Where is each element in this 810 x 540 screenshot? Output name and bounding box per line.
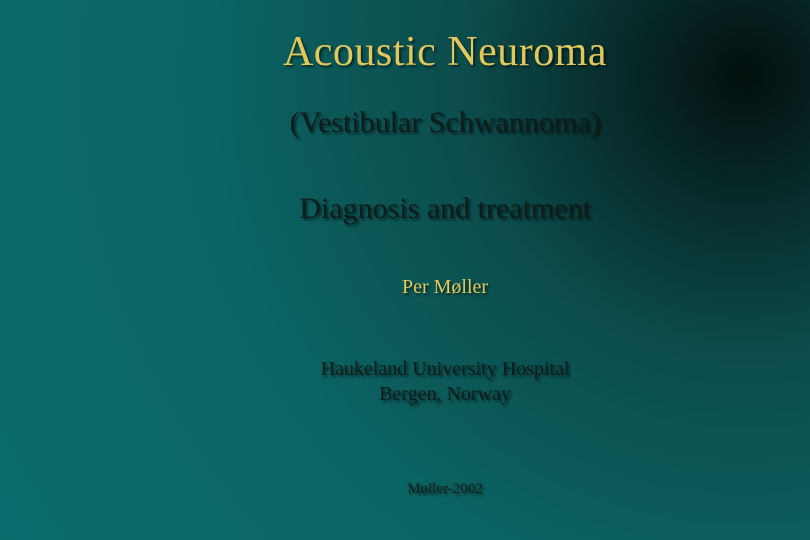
slide-footer: Møller-2002 [170, 481, 720, 498]
slide-author: Per Møller [170, 276, 720, 299]
affiliation-line-2: Bergen, Norway [170, 382, 720, 407]
slide-affiliation: Haukeland University Hospital Bergen, No… [170, 357, 720, 407]
slide-topic: Diagnosis and treatment [170, 192, 720, 226]
affiliation-line-1: Haukeland University Hospital [170, 357, 720, 382]
slide: Acoustic Neuroma (Vestibular Schwannoma)… [0, 0, 810, 540]
slide-content: Acoustic Neuroma (Vestibular Schwannoma)… [0, 0, 810, 498]
slide-title: Acoustic Neuroma [170, 28, 720, 76]
slide-subtitle: (Vestibular Schwannoma) [170, 106, 720, 140]
